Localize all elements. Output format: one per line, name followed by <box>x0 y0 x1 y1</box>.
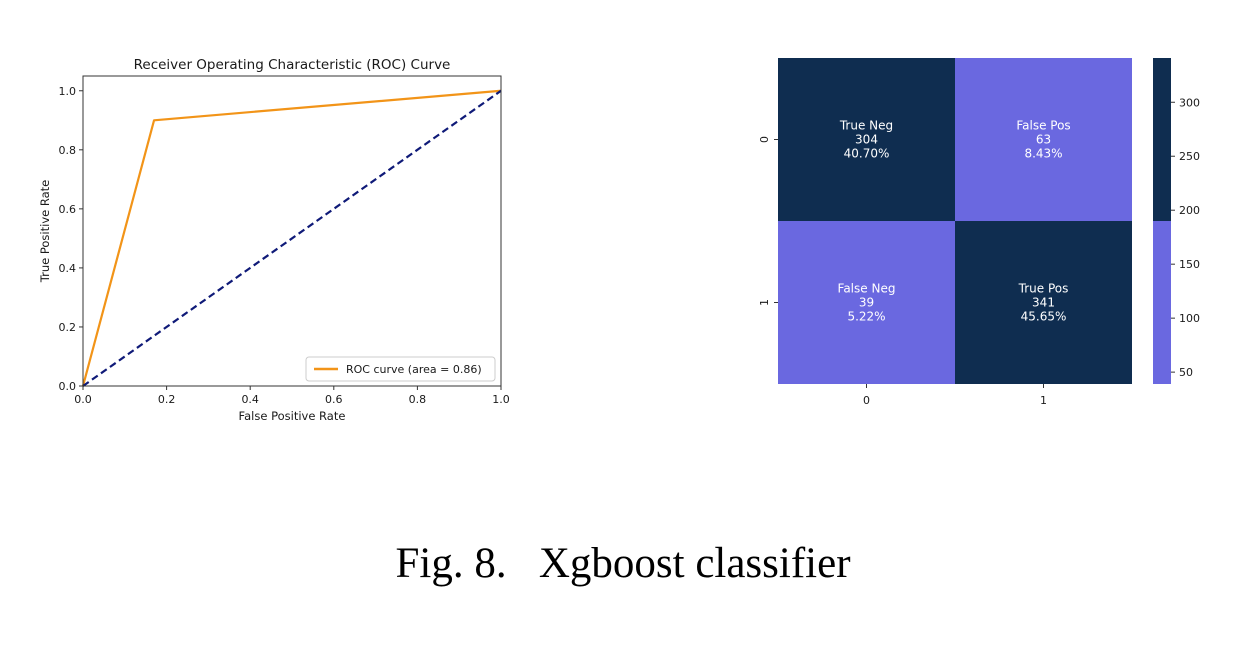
colorbar-tick-label: 250 <box>1179 150 1200 163</box>
heatmap-cell <box>778 221 955 384</box>
roc-legend: ROC curve (area = 0.86) <box>305 356 496 382</box>
heatmap-cell-label: False Pos <box>1016 119 1070 133</box>
colorbar-tick-label: 100 <box>1179 312 1200 325</box>
roc-xtick-label: 1.0 <box>492 393 510 406</box>
roc-ytick-label: 0.4 <box>59 262 77 275</box>
heatmap-cell-percent: 45.65% <box>1021 310 1067 324</box>
heatmap-cell <box>955 58 1132 221</box>
heatmap-cell-count: 304 <box>855 133 878 147</box>
heatmap-cell-count: 63 <box>1036 133 1051 147</box>
roc-ytick-label: 0.8 <box>59 144 77 157</box>
roc-xtick-label: 0.0 <box>74 393 92 406</box>
heatmap-cell-count: 39 <box>859 296 874 310</box>
colorbar-tick-label: 300 <box>1179 96 1200 109</box>
heatmap-ytick-label: 1 <box>758 299 771 306</box>
figure-caption: Fig. 8. Xgboost classifier <box>395 540 850 587</box>
heatmap-cell <box>778 58 955 221</box>
heatmap-cell-percent: 8.43% <box>1024 147 1062 161</box>
roc-xtick-label: 0.8 <box>409 393 427 406</box>
roc-ytick-label: 0.6 <box>59 203 77 216</box>
roc-chart: Receiver Operating Characteristic (ROC) … <box>38 57 510 423</box>
heatmap-xtick-label: 0 <box>863 394 870 407</box>
colorbar-segment-low <box>1153 221 1171 384</box>
heatmap-ytick-label: 0 <box>758 136 771 143</box>
heatmap-cell-label: True Neg <box>839 119 893 133</box>
roc-legend-label: ROC curve (area = 0.86) <box>346 363 482 376</box>
heatmap-cell-label: True Pos <box>1018 282 1069 296</box>
roc-plot-area <box>82 75 502 387</box>
roc-ylabel: True Positive Rate <box>38 180 52 283</box>
heatmap-cell-count: 341 <box>1032 296 1055 310</box>
roc-ytick-label: 1.0 <box>59 85 77 98</box>
roc-title: Receiver Operating Characteristic (ROC) … <box>134 57 451 73</box>
colorbar-segment-high <box>1153 58 1171 221</box>
heatmap-xtick-label: 1 <box>1040 394 1047 407</box>
chance-diagonal-line <box>82 89 502 387</box>
roc-xtick-label: 0.2 <box>158 393 176 406</box>
colorbar-tick-label: 150 <box>1179 258 1200 271</box>
roc-xtick-label: 0.6 <box>325 393 343 406</box>
heatmap-cell-label: False Neg <box>838 282 896 296</box>
colorbar: 50 100 150 200 250 300 <box>1153 58 1200 384</box>
roc-curve-line <box>81 89 502 387</box>
roc-xtick-label: 0.4 <box>241 393 259 406</box>
roc-ytick-label: 0.0 <box>59 380 77 393</box>
colorbar-tick-label: 200 <box>1179 204 1200 217</box>
roc-legend-box <box>305 356 496 382</box>
heatmap-cell-percent: 40.70% <box>844 147 890 161</box>
heatmap-cell-percent: 5.22% <box>847 310 885 324</box>
colorbar-tick-label: 50 <box>1179 366 1193 379</box>
roc-xlabel: False Positive Rate <box>239 409 346 423</box>
roc-ytick-label: 0.2 <box>59 321 77 334</box>
heatmap-cell <box>955 221 1132 384</box>
